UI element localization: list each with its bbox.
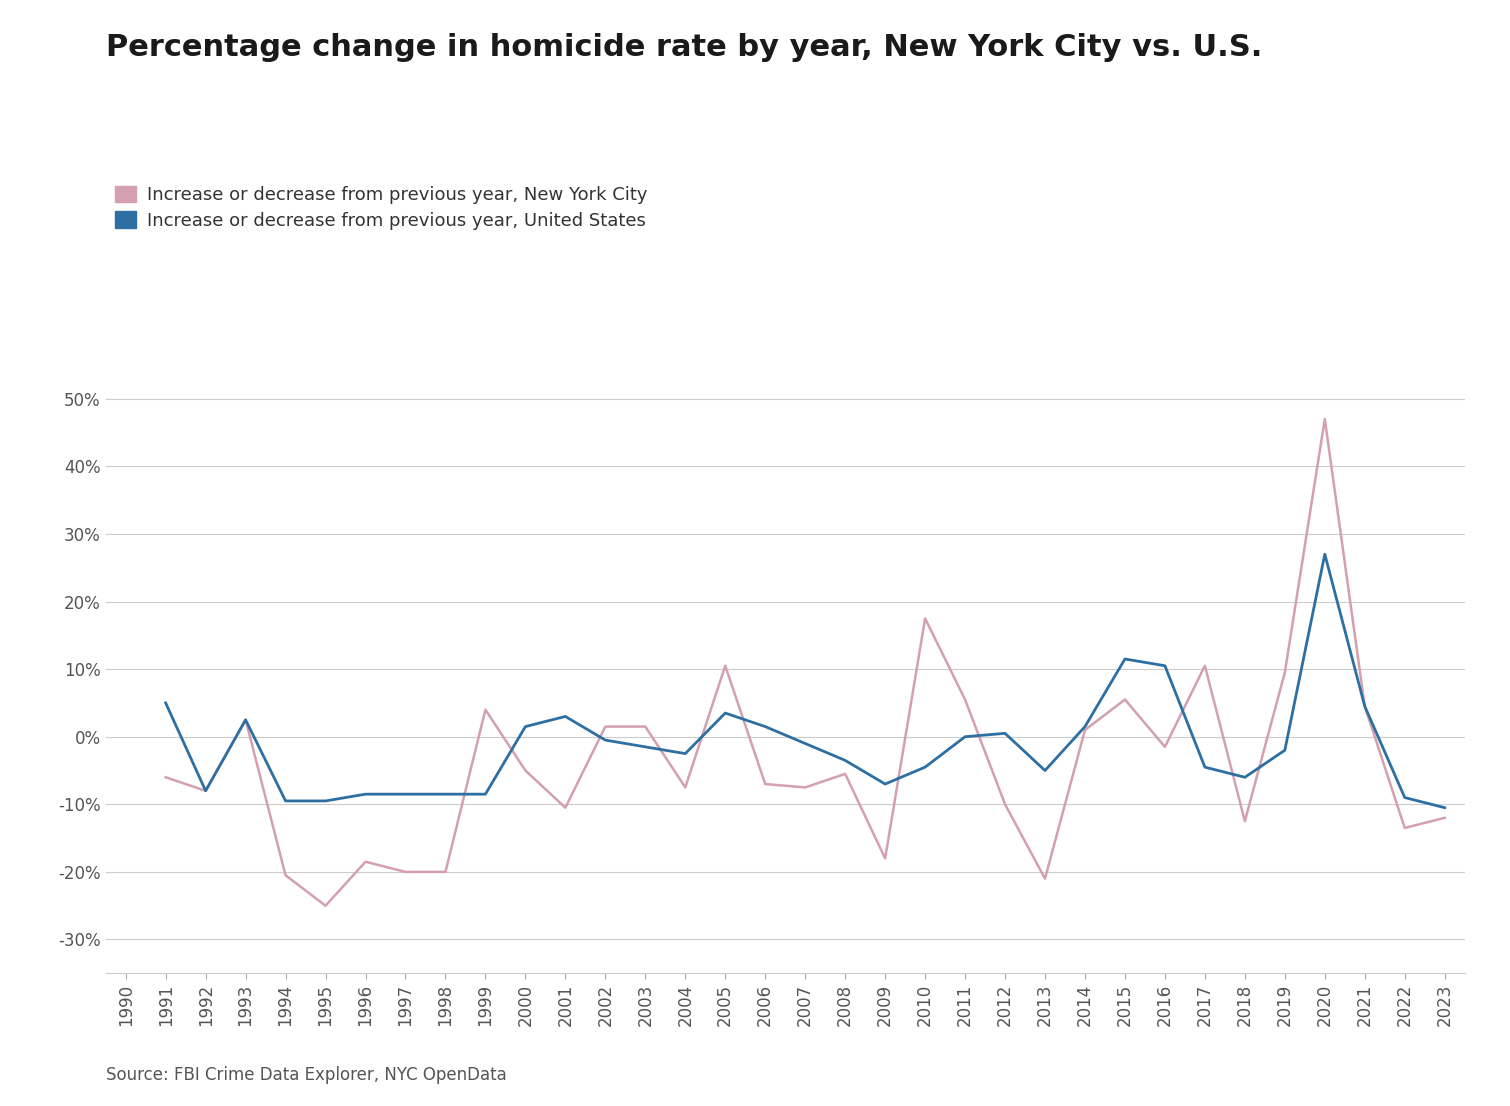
Increase or decrease from previous year, United States bbox=[1436, 801, 1454, 814]
Legend: Increase or decrease from previous year, New York City, Increase or decrease fro: Increase or decrease from previous year,… bbox=[115, 186, 648, 230]
Increase or decrease from previous year, United States bbox=[596, 733, 615, 747]
Increase or decrease from previous year, New York City bbox=[1436, 811, 1454, 824]
Increase or decrease from previous year, New York City bbox=[837, 768, 855, 781]
Text: Percentage change in homicide rate by year, New York City vs. U.S.: Percentage change in homicide rate by ye… bbox=[106, 33, 1262, 62]
Increase or decrease from previous year, United States bbox=[157, 697, 175, 710]
Increase or decrease from previous year, New York City bbox=[1395, 822, 1413, 835]
Increase or decrease from previous year, United States bbox=[436, 787, 455, 801]
Increase or decrease from previous year, New York City bbox=[1315, 413, 1333, 426]
Increase or decrease from previous year, United States bbox=[276, 794, 294, 807]
Increase or decrease from previous year, New York City bbox=[157, 771, 175, 784]
Increase or decrease from previous year, United States bbox=[796, 737, 814, 750]
Increase or decrease from previous year, New York City bbox=[596, 720, 615, 733]
Increase or decrease from previous year, New York City bbox=[436, 865, 455, 878]
Increase or decrease from previous year, United States bbox=[1356, 700, 1374, 713]
Line: Increase or decrease from previous year, New York City: Increase or decrease from previous year,… bbox=[166, 419, 1445, 906]
Increase or decrease from previous year, United States bbox=[196, 784, 214, 797]
Increase or decrease from previous year, United States bbox=[757, 720, 775, 733]
Increase or decrease from previous year, United States bbox=[1235, 771, 1253, 784]
Increase or decrease from previous year, New York City bbox=[716, 659, 734, 672]
Increase or decrease from previous year, United States bbox=[1196, 761, 1214, 774]
Increase or decrease from previous year, United States bbox=[317, 794, 335, 807]
Increase or decrease from previous year, New York City bbox=[516, 764, 535, 778]
Increase or decrease from previous year, United States bbox=[956, 730, 974, 743]
Increase or decrease from previous year, United States bbox=[356, 787, 374, 801]
Increase or decrease from previous year, New York City bbox=[1155, 740, 1173, 753]
Increase or decrease from previous year, New York City bbox=[1235, 814, 1253, 827]
Increase or decrease from previous year, United States bbox=[516, 720, 535, 733]
Increase or decrease from previous year, United States bbox=[1395, 791, 1413, 804]
Increase or decrease from previous year, United States bbox=[997, 727, 1015, 740]
Increase or decrease from previous year, United States bbox=[676, 747, 695, 760]
Increase or decrease from previous year, New York City bbox=[1356, 700, 1374, 713]
Increase or decrease from previous year, New York City bbox=[356, 855, 374, 868]
Increase or decrease from previous year, United States bbox=[716, 707, 734, 720]
Increase or decrease from previous year, United States bbox=[837, 754, 855, 768]
Increase or decrease from previous year, New York City bbox=[956, 692, 974, 706]
Increase or decrease from previous year, New York City bbox=[757, 778, 775, 791]
Increase or decrease from previous year, United States bbox=[876, 778, 894, 791]
Increase or decrease from previous year, United States bbox=[237, 713, 255, 727]
Line: Increase or decrease from previous year, United States: Increase or decrease from previous year,… bbox=[166, 554, 1445, 807]
Increase or decrease from previous year, United States bbox=[1276, 743, 1294, 757]
Increase or decrease from previous year, New York City bbox=[196, 784, 214, 797]
Increase or decrease from previous year, New York City bbox=[796, 781, 814, 794]
Increase or decrease from previous year, New York City bbox=[556, 801, 574, 814]
Increase or decrease from previous year, United States bbox=[1116, 653, 1134, 666]
Increase or decrease from previous year, United States bbox=[476, 787, 494, 801]
Increase or decrease from previous year, New York City bbox=[397, 865, 415, 878]
Increase or decrease from previous year, New York City bbox=[276, 868, 294, 881]
Increase or decrease from previous year, United States bbox=[917, 761, 935, 774]
Increase or decrease from previous year, New York City bbox=[476, 703, 494, 717]
Increase or decrease from previous year, New York City bbox=[1196, 659, 1214, 672]
Increase or decrease from previous year, New York City bbox=[317, 899, 335, 912]
Increase or decrease from previous year, New York City bbox=[1116, 692, 1134, 706]
Text: Source: FBI Crime Data Explorer, NYC OpenData: Source: FBI Crime Data Explorer, NYC Ope… bbox=[106, 1066, 506, 1084]
Increase or decrease from previous year, United States bbox=[556, 710, 574, 723]
Increase or decrease from previous year, New York City bbox=[1077, 723, 1095, 737]
Increase or decrease from previous year, United States bbox=[1315, 547, 1333, 561]
Increase or decrease from previous year, New York City bbox=[876, 852, 894, 865]
Increase or decrease from previous year, New York City bbox=[676, 781, 695, 794]
Increase or decrease from previous year, United States bbox=[1036, 764, 1054, 778]
Increase or decrease from previous year, United States bbox=[636, 740, 654, 753]
Increase or decrease from previous year, New York City bbox=[997, 797, 1015, 811]
Increase or decrease from previous year, New York City bbox=[1036, 872, 1054, 885]
Increase or decrease from previous year, New York City bbox=[917, 612, 935, 625]
Increase or decrease from previous year, United States bbox=[1077, 720, 1095, 733]
Increase or decrease from previous year, United States bbox=[397, 787, 415, 801]
Increase or decrease from previous year, New York City bbox=[237, 713, 255, 727]
Increase or decrease from previous year, New York City bbox=[636, 720, 654, 733]
Increase or decrease from previous year, United States bbox=[1155, 659, 1173, 672]
Increase or decrease from previous year, New York City bbox=[1276, 666, 1294, 679]
